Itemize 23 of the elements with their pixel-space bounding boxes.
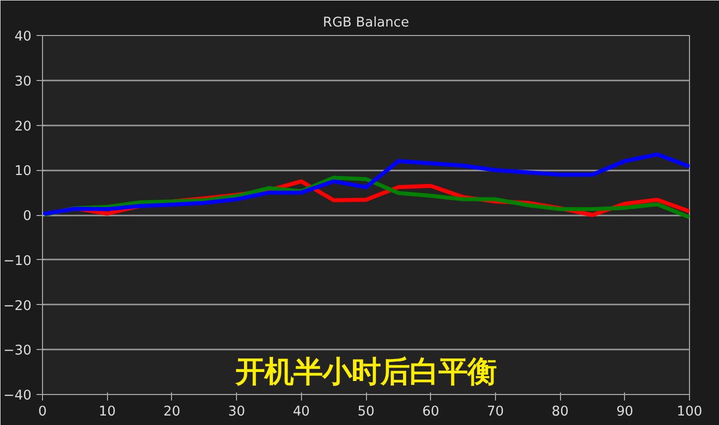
- x-tick-label: 10: [98, 404, 116, 420]
- y-tick-label: 10: [14, 164, 32, 180]
- x-tick-label: 100: [676, 404, 702, 420]
- x-tick-label: 90: [616, 404, 634, 420]
- x-tick-label: 80: [552, 404, 569, 420]
- chart-title: RGB Balance: [322, 16, 410, 30]
- x-tick-label: 0: [38, 404, 47, 420]
- y-tick-label: 40: [14, 30, 32, 44]
- x-tick-label: 20: [163, 404, 180, 420]
- y-tick-label: 20: [14, 119, 32, 134]
- x-tick-label: 50: [358, 404, 374, 420]
- y-tick-label: −30: [3, 344, 32, 359]
- line-series: [42, 152, 690, 216]
- annotation: 开机半小时后白平衡: [234, 356, 496, 389]
- y-tick-label: 30: [14, 74, 32, 90]
- y-tick-label: −20: [3, 298, 32, 314]
- x-tick-label: 40: [292, 404, 310, 420]
- y-tick-label: 0: [23, 209, 32, 224]
- x-tick-label: 60: [422, 404, 440, 420]
- x-tick-label: 70: [486, 404, 504, 420]
- y-tick-label: −10: [3, 254, 32, 269]
- y-tick-label: −40: [3, 388, 32, 404]
- x-tick-label: 30: [228, 404, 246, 420]
